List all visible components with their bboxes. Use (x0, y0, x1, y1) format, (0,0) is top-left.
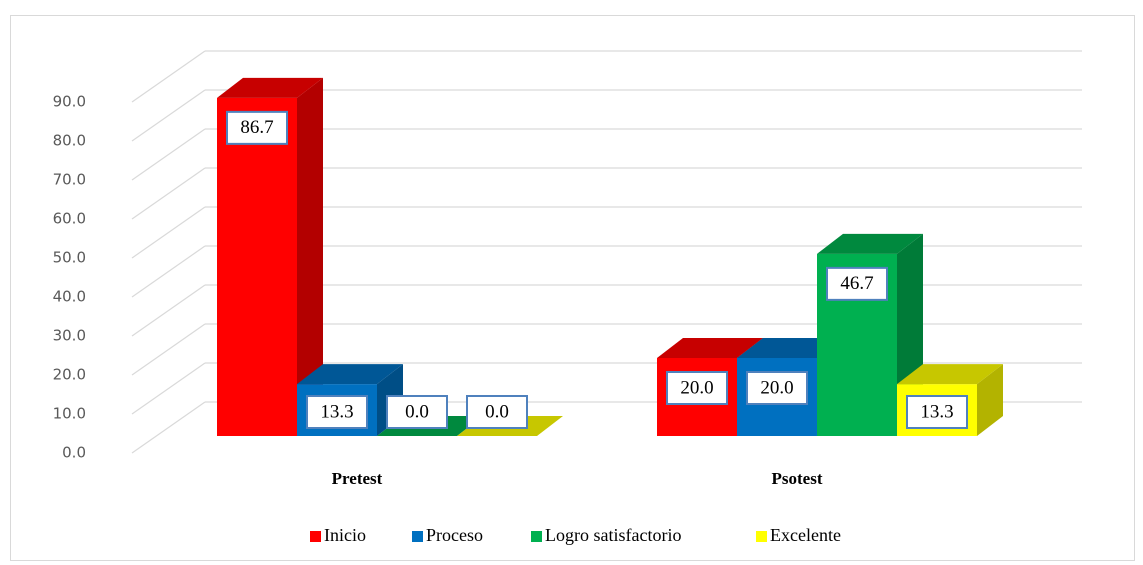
y-tick-label: 50.0 (53, 249, 86, 267)
grid-line-side (131, 362, 206, 415)
grid-line-side (131, 401, 206, 454)
legend-swatch (531, 531, 542, 542)
data-label: 46.7 (840, 273, 873, 294)
y-tick-label: 70.0 (53, 171, 86, 189)
legend-label: Inicio (324, 525, 366, 545)
grid-line-side (131, 89, 206, 142)
grid-line-side (131, 50, 206, 103)
data-label-box (666, 371, 728, 405)
bar-front (217, 97, 297, 437)
grid-line-side (131, 128, 206, 181)
data-label-box (826, 266, 888, 301)
bar-top (737, 338, 843, 358)
bar (217, 77, 323, 437)
data-label-box (306, 395, 368, 429)
y-tick-label: 60.0 (53, 210, 86, 228)
data-label-box (746, 371, 808, 405)
data-label: 0.0 (485, 401, 509, 422)
bar-top (897, 364, 1003, 385)
data-label-box (386, 395, 448, 429)
y-tick-label: 30.0 (53, 327, 86, 345)
legend-swatch (756, 531, 767, 542)
data-label: 13.3 (320, 401, 353, 422)
data-label: 13.3 (920, 401, 953, 422)
y-tick-label: 40.0 (53, 288, 86, 306)
grid-line-side (131, 323, 206, 376)
y-tick-label: 0.0 (62, 444, 86, 462)
grid-line-side (131, 167, 206, 220)
grid-line-side (131, 206, 206, 259)
bar-top (817, 233, 923, 254)
legend-swatch (412, 531, 423, 542)
bar-top (217, 77, 323, 98)
bar-side (977, 364, 1003, 436)
x-tick-label: Psotest (772, 469, 823, 488)
y-tick-label: 80.0 (53, 132, 86, 150)
legend-label: Proceso (426, 525, 483, 545)
y-tick-label: 20.0 (53, 366, 86, 384)
legend-label: Logro satisfactorio (545, 525, 681, 545)
legend-swatch (310, 531, 321, 542)
bar-top (657, 338, 763, 358)
legend-label: Excelente (770, 525, 841, 545)
bar-top (297, 364, 403, 385)
grid-line-side (131, 284, 206, 337)
data-label: 86.7 (240, 117, 273, 138)
data-label-box (906, 395, 968, 429)
y-tick-label: 10.0 (53, 405, 86, 423)
data-label: 0.0 (405, 401, 429, 422)
grid-line-side (131, 245, 206, 298)
data-label: 20.0 (760, 377, 793, 398)
y-tick-label: 90.0 (53, 93, 86, 111)
bar-side (297, 77, 323, 437)
data-label: 20.0 (680, 377, 713, 398)
data-label-box (226, 110, 288, 145)
chart-frame (10, 15, 1135, 561)
x-tick-label: Pretest (332, 469, 383, 488)
data-label-box (466, 395, 528, 429)
